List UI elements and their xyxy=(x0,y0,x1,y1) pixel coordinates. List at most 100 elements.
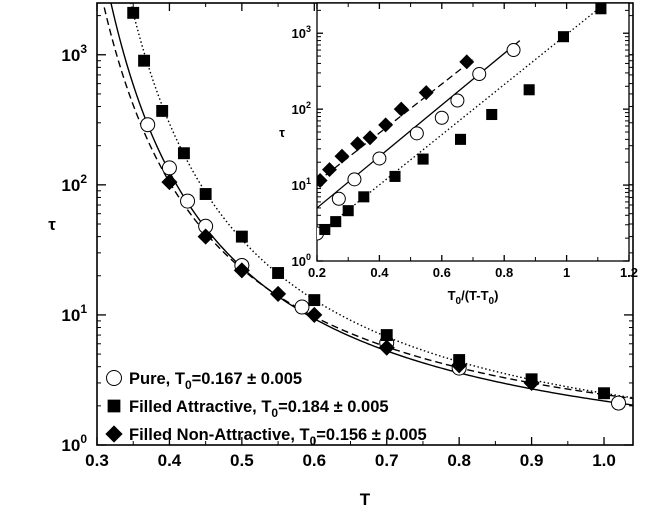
data-point-filled-non-attractive xyxy=(451,357,468,374)
fit-curve-pure xyxy=(110,3,633,406)
main-y-tick-exp: 2 xyxy=(80,172,87,186)
data-point-filled-non-attractive xyxy=(270,285,287,302)
inset-y-tick-exp: 3 xyxy=(306,24,311,34)
inset-y-tick-exp: 0 xyxy=(306,252,311,262)
inset-x-tick-label: 0.4 xyxy=(370,265,389,280)
legend-marker-filled-attractive xyxy=(107,399,121,413)
main-y-tick-label: 100 xyxy=(61,432,87,455)
legend-marker-filled-non-attractive xyxy=(105,425,123,443)
inset-y-tick-base: 10 xyxy=(292,254,306,269)
legend-text-suffix: =0.184 ± 0.005 xyxy=(278,398,388,416)
main-y-tick-exp: 0 xyxy=(80,432,87,446)
main-y-tick-base: 10 xyxy=(61,436,80,455)
data-point-filled-non-attractive xyxy=(523,374,540,391)
inset-data-point-filled-attractive xyxy=(454,133,467,145)
inset-data-point-filled-attractive xyxy=(595,3,607,15)
inset-series-pure xyxy=(317,43,521,241)
data-point-filled-attractive xyxy=(598,387,610,400)
inset-data-point-pure xyxy=(472,67,487,82)
inset-x-label-part: ) xyxy=(494,288,498,303)
legend-text-prefix: Filled Non-Attractive, T xyxy=(129,426,310,444)
inset-y-tick-label: 101 xyxy=(292,176,311,193)
inset-y-tick-base: 10 xyxy=(292,26,306,41)
inset-data-point-filled-attractive xyxy=(330,216,342,228)
main-y-tick-base: 10 xyxy=(61,176,80,195)
data-point-filled-attractive xyxy=(127,6,140,19)
inset-data-point-filled-attractive xyxy=(342,205,354,217)
inset-data-point-pure xyxy=(372,151,387,166)
inset-series-filled-attractive xyxy=(319,3,607,236)
main-fit-curves xyxy=(103,3,633,406)
inset-data-point-filled-non-attractive xyxy=(350,136,366,152)
inset-data-point-filled-attractive xyxy=(389,170,401,182)
inset-plot-background xyxy=(317,3,629,261)
inset-data-point-pure xyxy=(347,172,362,187)
inset-data-points xyxy=(317,3,607,241)
inset-data-point-filled-non-attractive xyxy=(322,162,337,178)
legend-text-sub: 0 xyxy=(271,406,278,420)
data-point-pure xyxy=(611,395,627,411)
main-y-axis-label: τ xyxy=(48,215,56,234)
main-x-tick-label: 0.7 xyxy=(375,451,399,470)
inset-data-point-filled-attractive xyxy=(319,223,331,236)
main-x-tick-label: 0.6 xyxy=(302,451,326,470)
inset-x-axis-label: T0/(T-T0) xyxy=(448,288,499,307)
legend-label-pure: Pure, T0=0.167 ± 0.005 xyxy=(129,370,302,392)
data-point-pure xyxy=(294,299,310,315)
data-point-filled-attractive xyxy=(199,188,212,200)
data-point-filled-non-attractive xyxy=(378,339,395,356)
data-point-pure xyxy=(161,160,177,176)
inset-data-point-filled-non-attractive xyxy=(393,101,409,117)
legend-label-filled-non-attractive: Filled Non-Attractive, T0=0.156 ± 0.005 xyxy=(129,426,427,448)
inset-data-point-filled-non-attractive xyxy=(362,130,378,146)
inset-data-point-filled-attractive xyxy=(417,153,429,165)
inset-x-tick-label: 1.2 xyxy=(620,265,638,280)
legend-text-suffix: =0.167 ± 0.005 xyxy=(192,370,302,388)
data-point-filled-attractive xyxy=(235,230,248,243)
legend-text-sub: 0 xyxy=(310,434,317,448)
inset-data-point-filled-non-attractive xyxy=(459,54,475,70)
data-point-pure xyxy=(140,117,156,133)
inset-data-point-filled-attractive xyxy=(358,191,370,203)
main-y-tick-base: 10 xyxy=(61,306,80,325)
data-point-filled-attractive xyxy=(156,104,169,117)
inset-data-point-filled-attractive xyxy=(486,108,498,121)
main-x-tick-label: 0.4 xyxy=(158,451,182,470)
data-point-filled-attractive xyxy=(308,294,321,307)
inset-data-point-filled-non-attractive xyxy=(378,117,394,133)
main-y-tick-label: 101 xyxy=(61,302,87,325)
inset-data-point-filled-non-attractive xyxy=(418,85,434,101)
inset-x-tick-label: 0.2 xyxy=(308,265,326,280)
inset-y-tick-label: 103 xyxy=(292,24,311,41)
main-x-axis-label: T xyxy=(360,490,371,509)
inset-x-label-part: T xyxy=(448,288,456,303)
data-point-filled-non-attractive xyxy=(233,262,250,279)
data-point-filled-attractive xyxy=(272,267,285,279)
data-point-filled-attractive xyxy=(177,147,190,160)
main-x-tick-label: 0.8 xyxy=(447,451,471,470)
inset-data-point-pure xyxy=(450,93,465,108)
inset-data-point-pure xyxy=(506,43,521,58)
legend-marker-pure xyxy=(106,370,122,386)
data-point-filled-attractive xyxy=(138,54,151,67)
inset-y-tick-exp: 2 xyxy=(306,100,311,110)
inset-x-tick-label: 0.6 xyxy=(433,265,451,280)
inset-y-tick-base: 10 xyxy=(292,178,306,193)
inset-x-tick-label: 1 xyxy=(563,265,570,280)
inset-data-point-filled-non-attractive xyxy=(334,148,350,164)
main-y-tick-exp: 3 xyxy=(80,42,87,56)
inset-series-filled-non-attractive xyxy=(317,54,475,188)
main-y-tick-label: 103 xyxy=(61,42,87,65)
main-data-points xyxy=(127,6,627,411)
inset-y-tick-base: 10 xyxy=(292,102,306,117)
main-x-tick-label: 0.5 xyxy=(230,451,254,470)
legend-text-prefix: Pure, T xyxy=(129,370,185,388)
main-x-tick-label: 0.3 xyxy=(85,451,109,470)
inset-x-label-sub: 0 xyxy=(489,296,495,307)
fit-curve-filled-non-attractive xyxy=(103,7,633,400)
fit-curve-filled-attractive xyxy=(130,3,633,399)
inset-data-point-filled-attractive xyxy=(523,84,535,96)
inset-y-tick-label: 100 xyxy=(292,252,311,269)
